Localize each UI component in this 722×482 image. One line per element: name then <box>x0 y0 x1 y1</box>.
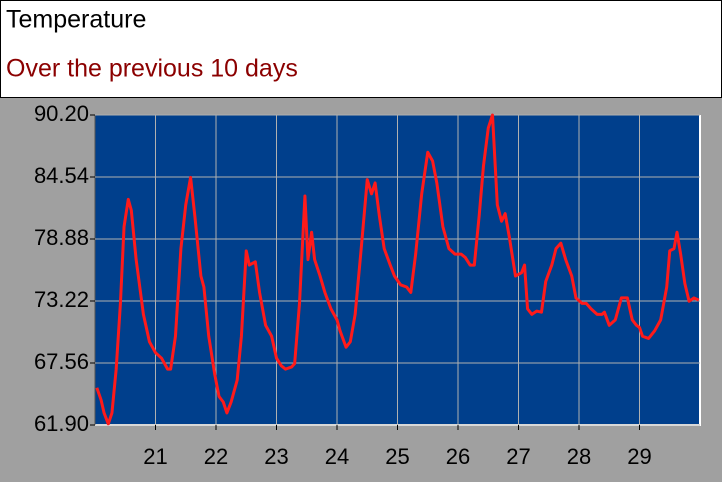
chart-subtitle: Over the previous 10 days <box>6 55 298 83</box>
x-tick-label: 24 <box>325 444 349 469</box>
x-tick-label: 22 <box>204 444 228 469</box>
header <box>0 0 722 98</box>
x-tick-label: 29 <box>627 444 651 469</box>
x-tick-label: 28 <box>567 444 591 469</box>
x-tick-label: 26 <box>446 444 470 469</box>
y-tick-label: 84.54 <box>34 163 89 188</box>
y-tick-label: 61.90 <box>34 411 89 436</box>
y-tick-label: 67.56 <box>34 349 89 374</box>
chart-title: Temperature <box>6 6 146 34</box>
y-tick-label: 90.20 <box>34 101 89 126</box>
x-tick-label: 21 <box>143 444 167 469</box>
y-tick-label: 73.22 <box>34 287 89 312</box>
x-tick-label: 25 <box>385 444 409 469</box>
y-tick-label: 78.88 <box>34 225 89 250</box>
x-tick-label: 27 <box>506 444 530 469</box>
x-tick-label: 23 <box>264 444 288 469</box>
line-series <box>95 113 700 426</box>
